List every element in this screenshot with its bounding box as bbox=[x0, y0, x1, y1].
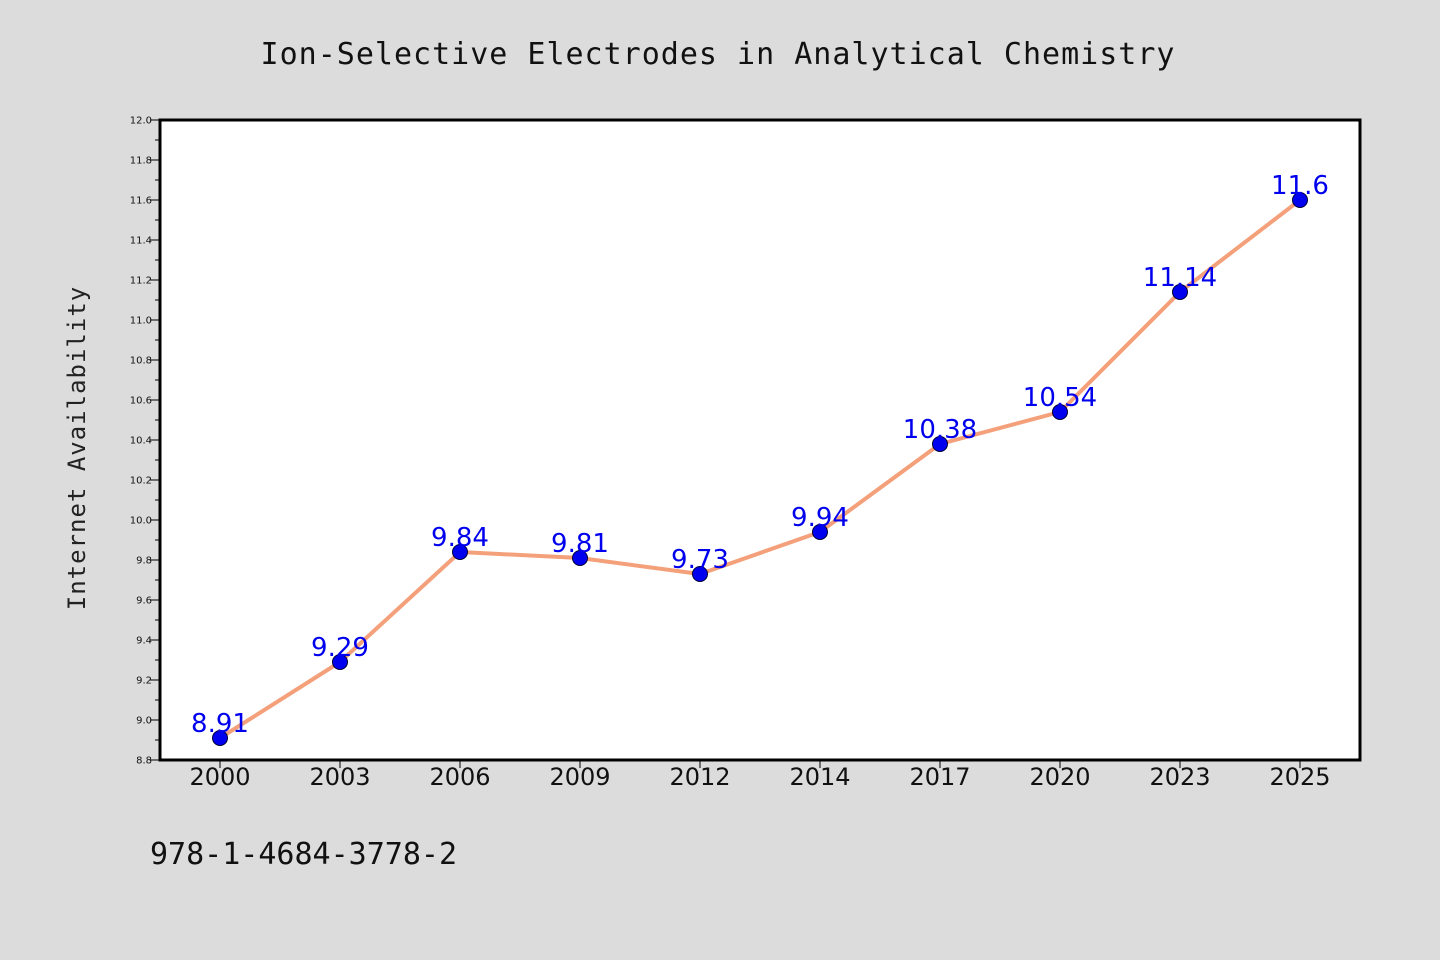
data-point bbox=[812, 524, 828, 540]
data-label: 10.54 bbox=[1023, 383, 1097, 413]
y-tick-label: 9.6 bbox=[136, 596, 152, 607]
x-tick-label: 2014 bbox=[789, 763, 850, 791]
data-labels: 8.91 9.29 9.84 9.81 9.73 9.94 10.38 10.54 11.14 1… bbox=[191, 171, 1329, 739]
data-label: 9.73 bbox=[671, 545, 729, 575]
data-point bbox=[452, 544, 468, 560]
data-label: 10.38 bbox=[903, 415, 977, 445]
series-markers bbox=[212, 192, 1308, 746]
x-tick-label: 2009 bbox=[549, 763, 610, 791]
x-tick-label: 2025 bbox=[1269, 763, 1330, 791]
x-tick-label: 2003 bbox=[309, 763, 370, 791]
data-label: 11.14 bbox=[1143, 263, 1217, 293]
y-tick-label: 8.8 bbox=[136, 756, 152, 767]
series-line bbox=[218, 198, 1302, 740]
data-label: 9.84 bbox=[431, 523, 489, 553]
y-axis-label: Internet Availability bbox=[63, 286, 91, 610]
x-tick-label: 2000 bbox=[189, 763, 250, 791]
y-tick-label: 12.0 bbox=[130, 116, 152, 127]
y-tick-label: 11.2 bbox=[130, 276, 152, 287]
data-point bbox=[692, 566, 708, 582]
data-label: 11.6 bbox=[1271, 171, 1329, 201]
data-point bbox=[1172, 284, 1188, 300]
plot-area bbox=[160, 120, 1360, 760]
x-tick-label: 2017 bbox=[909, 763, 970, 791]
y-tick-label: 9.4 bbox=[136, 636, 152, 647]
plot-frame bbox=[158, 118, 1362, 762]
data-point bbox=[932, 436, 948, 452]
y-tick-label: 11.0 bbox=[130, 316, 152, 327]
y-tick-label: 11.6 bbox=[130, 196, 152, 207]
data-point bbox=[1052, 404, 1068, 420]
y-tick-label: 10.2 bbox=[130, 476, 152, 487]
footer-isbn: 978-1-4684-3778-2 bbox=[150, 837, 457, 872]
data-point bbox=[332, 654, 348, 670]
x-axis-ticks: 2000 2003 2006 2009 2012 2014 2017 2020 2023 2025 bbox=[189, 760, 1331, 791]
y-tick-label: 11.4 bbox=[130, 236, 152, 247]
y-tick-label: 10.8 bbox=[130, 356, 152, 367]
y-tick-label: 10.6 bbox=[130, 396, 152, 407]
data-label: 8.91 bbox=[191, 709, 249, 739]
y-tick-label: 9.2 bbox=[136, 676, 152, 687]
data-point bbox=[572, 550, 588, 566]
data-point bbox=[212, 730, 228, 746]
y-tick-label: 9.8 bbox=[136, 556, 152, 567]
data-point bbox=[1292, 192, 1308, 208]
y-tick-label: 9.0 bbox=[136, 716, 152, 727]
y-tick-label: 11.8 bbox=[130, 156, 152, 167]
data-label: 9.81 bbox=[551, 529, 609, 559]
x-tick-label: 2012 bbox=[669, 763, 730, 791]
x-tick-label: 2020 bbox=[1029, 763, 1090, 791]
data-label: 9.29 bbox=[311, 633, 369, 663]
y-axis-ticks: 8.8 9.0 9.2 9.4 9.6 9.8 10.0 10.2 10.4 10.6 10.8 11… bbox=[130, 116, 160, 767]
chart-title: Ion-Selective Electrodes in Analytical C… bbox=[261, 37, 1176, 72]
x-tick-label: 2006 bbox=[429, 763, 490, 791]
y-tick-label: 10.4 bbox=[130, 436, 152, 447]
data-label: 9.94 bbox=[791, 503, 849, 533]
y-tick-label: 10.0 bbox=[130, 516, 152, 527]
x-tick-label: 2023 bbox=[1149, 763, 1210, 791]
